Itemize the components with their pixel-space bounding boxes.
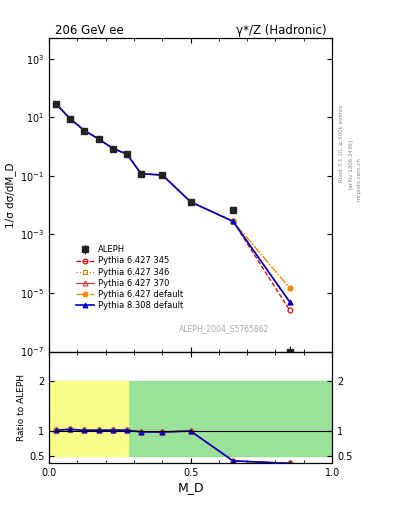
Y-axis label: 1/σ dσ/dM_D: 1/σ dσ/dM_D [5,162,16,228]
Pythia 6.427 346 [231,218,235,224]
Pythia 8.308 default [96,136,101,142]
Pythia 6.427 346 [125,151,129,157]
Pythia 6.427 345 [139,170,143,177]
Text: γ*/Z (Hadronic): γ*/Z (Hadronic) [236,24,327,37]
Line: Pythia 6.427 default: Pythia 6.427 default [54,102,292,290]
Pythia 6.427 default [188,199,193,205]
Text: [arXiv:1306.3436]: [arXiv:1306.3436] [348,139,353,189]
Pythia 6.427 345 [231,218,235,224]
Pythia 6.427 370 [139,170,143,177]
Pythia 6.427 default [68,116,73,122]
Pythia 6.427 345 [188,199,193,205]
Pythia 6.427 370 [68,116,73,122]
Pythia 6.427 346 [96,136,101,142]
Pythia 6.427 346 [287,285,292,291]
Pythia 6.427 370 [54,101,59,107]
Pythia 6.427 346 [110,145,115,152]
Pythia 6.427 default [82,127,87,134]
Pythia 6.427 default [231,218,235,224]
Pythia 6.427 default [125,151,129,157]
Pythia 6.427 345 [110,145,115,152]
Pythia 6.427 370 [110,145,115,152]
Pythia 8.308 default [231,218,235,224]
Pythia 6.427 default [139,170,143,177]
Pythia 6.427 345 [96,136,101,142]
Pythia 6.427 default [287,285,292,291]
Text: 206 GeV ee: 206 GeV ee [55,24,123,37]
Pythia 6.427 345 [54,101,59,107]
Pythia 6.427 370 [231,218,235,224]
Pythia 8.308 default [125,151,129,157]
Pythia 6.427 345 [160,172,165,178]
Pythia 6.427 346 [54,101,59,107]
Pythia 6.427 346 [160,172,165,178]
Pythia 6.427 default [54,101,59,107]
Pythia 6.427 370 [160,172,165,178]
Pythia 8.308 default [110,145,115,152]
Text: mcplots.cern.ch: mcplots.cern.ch [357,157,362,201]
Pythia 6.427 346 [188,199,193,205]
Pythia 6.427 346 [68,116,73,122]
Pythia 8.308 default [287,298,292,305]
Pythia 8.308 default [68,116,73,122]
Line: Pythia 6.427 346: Pythia 6.427 346 [54,102,292,290]
Pythia 8.308 default [54,101,59,107]
Pythia 6.427 default [96,136,101,142]
Pythia 6.427 default [160,172,165,178]
Pythia 8.308 default [160,172,165,178]
Pythia 6.427 346 [82,127,87,134]
Pythia 6.427 370 [125,151,129,157]
Text: Rivet 3.1.10, ≥ 500k events: Rivet 3.1.10, ≥ 500k events [339,105,344,182]
Legend: ALEPH, Pythia 6.427 345, Pythia 6.427 346, Pythia 6.427 370, Pythia 6.427 defaul: ALEPH, Pythia 6.427 345, Pythia 6.427 34… [76,245,183,310]
Line: Pythia 6.427 345: Pythia 6.427 345 [54,102,292,312]
Pythia 8.308 default [188,199,193,205]
Pythia 6.427 370 [188,199,193,205]
Pythia 6.427 370 [82,127,87,134]
Pythia 6.427 default [110,145,115,152]
Line: Pythia 6.427 370: Pythia 6.427 370 [54,102,292,304]
X-axis label: M_D: M_D [177,481,204,494]
Pythia 8.308 default [139,170,143,177]
Pythia 6.427 345 [82,127,87,134]
Pythia 8.308 default [82,127,87,134]
Pythia 6.427 345 [125,151,129,157]
Line: Pythia 8.308 default: Pythia 8.308 default [54,102,292,304]
Pythia 6.427 370 [287,298,292,305]
Text: ALEPH_2004_S5765862: ALEPH_2004_S5765862 [179,324,270,333]
Pythia 6.427 345 [68,116,73,122]
Pythia 6.427 346 [139,170,143,177]
Y-axis label: Ratio to ALEPH: Ratio to ALEPH [17,374,26,441]
Pythia 6.427 345 [287,307,292,313]
Pythia 6.427 370 [96,136,101,142]
